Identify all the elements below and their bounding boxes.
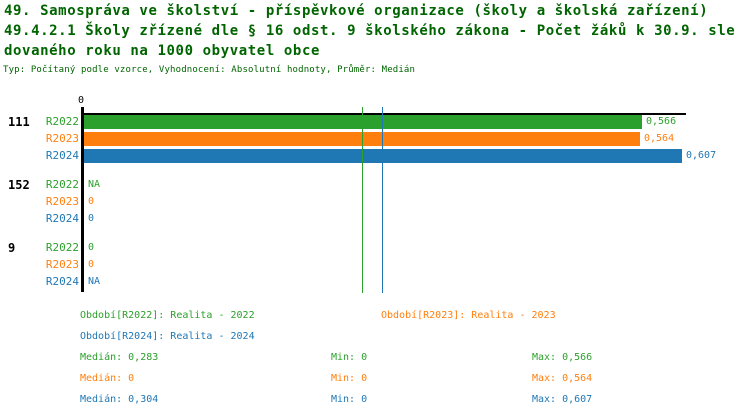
value-label-r2024-group-111: 0,607: [686, 150, 717, 161]
bar-r2022-group-111: [84, 115, 642, 129]
series-row-label-r2023: R2023: [45, 195, 79, 208]
stat-max-r2024: Max: 0,607: [532, 394, 593, 405]
series-row-label-r2022: R2022: [45, 115, 79, 128]
stat-median-r2022: Medián: 0,283: [80, 352, 159, 363]
value-label-r2022-group-111: 0,566: [646, 116, 677, 127]
report-title-line-2: 49.4.2.1 Školy zřízené dle § 16 odst. 9 …: [4, 23, 736, 39]
group-label-152: 152: [8, 178, 30, 192]
value-label-r2022-group-152: NA: [88, 179, 101, 190]
stat-median-r2023: Medián: 0: [80, 373, 135, 384]
median-line-r2022: [362, 107, 363, 293]
series-row-label-r2024: R2024: [45, 275, 79, 288]
stat-max-r2022: Max: 0,566: [532, 352, 593, 363]
value-label-r2023-group-9: 0: [88, 259, 95, 270]
group-label-9: 9: [8, 241, 16, 255]
bar-r2024-group-111: [84, 149, 682, 163]
series-row-label-r2023: R2023: [45, 258, 79, 271]
stat-median-r2024: Medián: 0,304: [80, 394, 159, 405]
series-row-label-r2022: R2022: [45, 241, 79, 254]
x-axis-tick-label-zero: 0: [78, 95, 85, 106]
report-title-line-1: 49. Samospráva ve školství - příspěvkové…: [4, 3, 709, 19]
legend-item-r2022: Období[R2022]: Realita - 2022: [80, 310, 255, 321]
report-title-line-3: dovaného roku na 1000 obyvatel obce: [4, 43, 321, 59]
x-axis-line: [83, 113, 686, 115]
median-line-r2024: [382, 107, 383, 293]
report-subtitle: Typ: Počítaný podle vzorce, Vyhodnocení:…: [3, 65, 416, 75]
value-label-r2024-group-152: 0: [88, 213, 95, 224]
group-label-111: 111: [8, 115, 30, 129]
stat-max-r2023: Max: 0,564: [532, 373, 593, 384]
stat-min-r2022: Min: 0: [331, 352, 368, 363]
series-row-label-r2023: R2023: [45, 132, 79, 145]
series-row-label-r2024: R2024: [45, 212, 79, 225]
y-axis-line: [81, 107, 84, 292]
value-label-r2024-group-9: NA: [88, 276, 101, 287]
series-row-label-r2022: R2022: [45, 178, 79, 191]
stat-min-r2023: Min: 0: [331, 373, 368, 384]
value-label-r2023-group-152: 0: [88, 196, 95, 207]
value-label-r2022-group-9: 0: [88, 242, 95, 253]
value-label-r2023-group-111: 0,564: [644, 133, 675, 144]
stat-min-r2024: Min: 0: [331, 394, 368, 405]
legend-item-r2024: Období[R2024]: Realita - 2024: [80, 331, 255, 342]
series-row-label-r2024: R2024: [45, 149, 79, 162]
legend-item-r2023: Období[R2023]: Realita - 2023: [381, 310, 556, 321]
